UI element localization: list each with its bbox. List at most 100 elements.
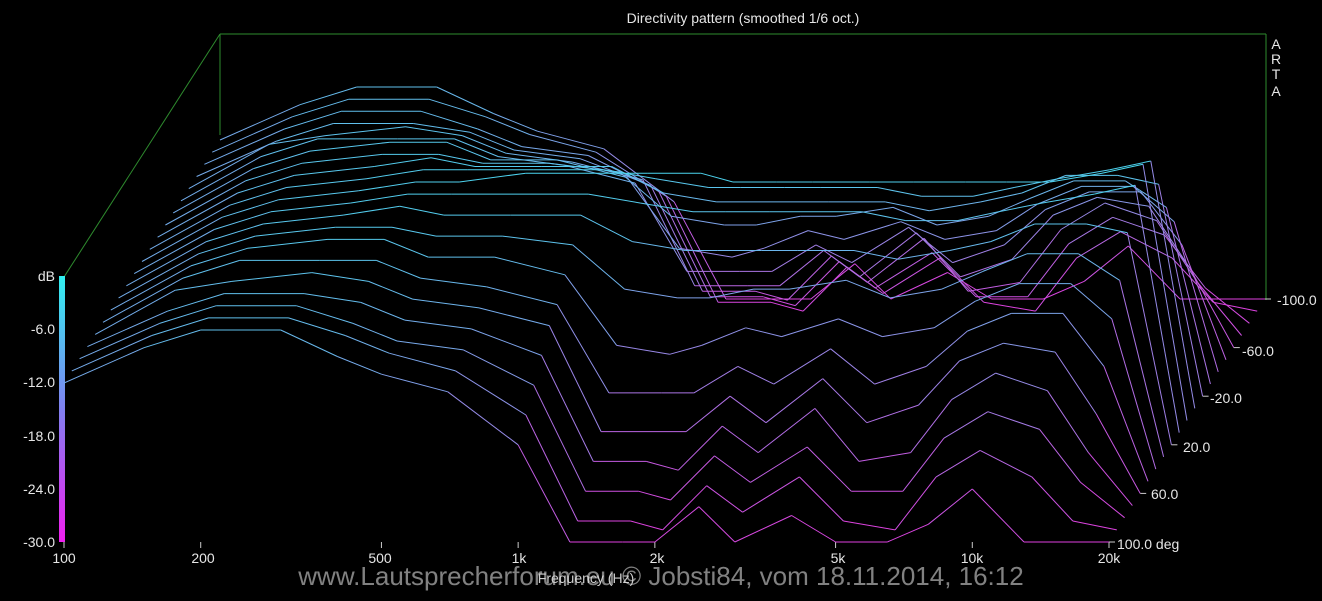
curve-segment — [345, 335, 390, 354]
curve-segment — [1019, 229, 1062, 283]
curve-segment — [1197, 282, 1242, 336]
curve-segment — [360, 301, 405, 321]
curve-segment — [814, 408, 860, 462]
curve-segment — [642, 179, 696, 287]
curve-segment — [706, 485, 743, 513]
curve-segment — [376, 259, 421, 279]
curve-segment — [63, 347, 145, 384]
curve-segment — [968, 282, 1020, 292]
curve-segment — [564, 274, 618, 346]
curve-segment — [493, 113, 538, 132]
curve-segment — [843, 221, 901, 240]
x-tick-label: 1k — [512, 550, 528, 566]
curve-segment — [263, 214, 344, 225]
curve-segment — [882, 327, 935, 338]
curve-segment — [270, 202, 351, 213]
curve-segment — [1111, 318, 1157, 470]
z-tick-label: -100.0 — [1277, 292, 1317, 308]
z-tick-label: -60.0 — [1242, 343, 1274, 359]
curve-segment — [1095, 413, 1141, 494]
curve-segment — [892, 206, 938, 226]
curve-segment — [198, 235, 256, 255]
curve-segment — [1029, 180, 1074, 199]
series-curve — [188, 126, 1235, 348]
curve-segment — [936, 215, 989, 226]
x-axis-label: Frequency (Hz) — [538, 570, 634, 586]
curve-segment — [420, 277, 487, 288]
curve-segment — [118, 253, 199, 299]
curve-segment — [770, 301, 804, 312]
curve-segment — [1076, 231, 1121, 259]
curve-segment — [485, 116, 530, 135]
curve-segment — [588, 193, 641, 204]
curve-segment — [742, 476, 800, 513]
brand-label: A R T A — [1271, 36, 1281, 99]
curve-segment — [525, 414, 579, 522]
chart-title: Directivity pattern (smoothed 1/6 oct.) — [627, 10, 860, 26]
x-tick-label: 2k — [650, 550, 666, 566]
z-tick-label: 60.0 — [1151, 486, 1178, 502]
curve-segment — [245, 162, 303, 182]
curve-segment — [698, 506, 736, 543]
curve-segment — [133, 229, 215, 275]
curve-segment — [611, 166, 664, 194]
curve-segment — [1120, 231, 1173, 259]
curve-segment — [957, 211, 999, 222]
curve-segment — [1088, 452, 1133, 506]
curve-segment — [1003, 342, 1056, 353]
curve-segment — [1045, 191, 1090, 211]
curve-segment — [1205, 287, 1250, 324]
curve-segment — [799, 476, 844, 522]
curve-segment — [94, 289, 176, 335]
curve-segment — [237, 174, 295, 194]
curve-segment — [952, 244, 1005, 264]
x-tick-label: 500 — [368, 550, 392, 566]
curve-segment — [1027, 243, 1070, 298]
series-curve — [94, 272, 1141, 494]
curve-segment — [381, 373, 448, 393]
curve-segment — [430, 157, 476, 167]
curve-segment — [944, 230, 997, 240]
curve-segment — [149, 204, 231, 250]
curve-segment — [887, 523, 929, 543]
series-curve — [180, 138, 1227, 360]
curve-segment — [802, 266, 848, 312]
curve-segment — [366, 169, 424, 180]
curve-segment — [206, 223, 264, 243]
curve-segment — [756, 215, 801, 226]
curve-segment — [309, 141, 390, 152]
curve-segment — [654, 506, 700, 543]
curve-segment — [1109, 160, 1151, 171]
curve-segment — [858, 452, 911, 462]
curve-segment — [260, 138, 318, 158]
curve-segment — [302, 153, 383, 164]
curve-segment — [219, 104, 301, 141]
curve-segment — [182, 259, 240, 279]
curve-segment — [854, 263, 892, 300]
curve-segment — [967, 312, 1012, 332]
curve-segment — [374, 157, 432, 167]
curve-segment — [284, 110, 342, 130]
curve-segment — [729, 395, 767, 424]
curve-segment — [632, 241, 686, 251]
curve-segment — [763, 230, 809, 249]
curve-segment — [231, 272, 312, 282]
curve-segment — [556, 304, 610, 394]
curve-segment — [299, 86, 357, 106]
curve-segment — [1097, 196, 1149, 207]
curve-segment — [389, 352, 456, 372]
curve-segment — [1125, 180, 1167, 208]
curve-segment — [541, 355, 594, 462]
curve-segment — [268, 135, 326, 145]
curve-segment — [972, 187, 1015, 197]
curve-segment — [537, 130, 604, 150]
curve-segment — [843, 520, 896, 531]
series-curve — [79, 305, 1125, 519]
curve-segment — [815, 244, 853, 264]
directivity-curves — [63, 86, 1265, 543]
curve-segment — [745, 327, 782, 338]
curve-segment — [700, 172, 734, 183]
curve-segment — [1086, 223, 1128, 234]
curve-segment — [1070, 283, 1113, 320]
curve-segment — [1043, 280, 1085, 300]
